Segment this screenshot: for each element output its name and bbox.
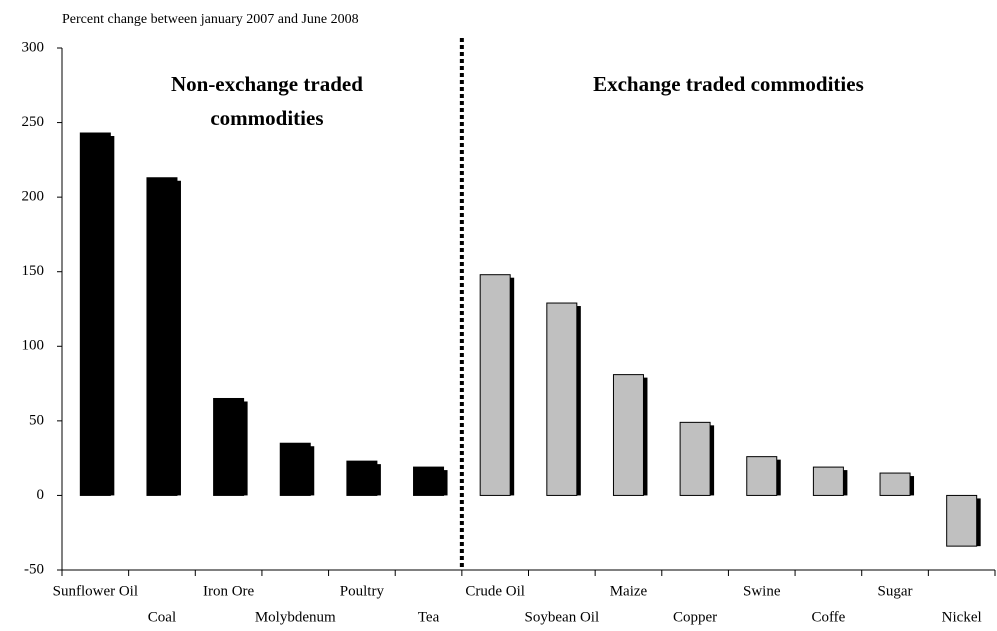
bar [146,177,178,496]
x-tick-label: Nickel [942,609,982,625]
bar [812,466,844,496]
bar [346,460,378,496]
bar [279,442,311,496]
x-tick-label: Coffe [811,609,845,625]
x-tick-label: Coal [148,609,176,625]
x-tick-label: Tea [418,609,440,625]
y-tick-label: 300 [22,39,45,55]
bar [679,421,711,496]
section-label: Exchange traded commodities [593,72,864,96]
x-tick-label: Swine [743,583,781,599]
x-tick-label: Crude Oil [465,583,525,599]
x-tick-label: Sugar [878,583,913,599]
bar [413,466,445,496]
y-tick-label: 250 [22,114,45,130]
y-tick-label: 150 [22,263,45,279]
bar [479,274,511,496]
x-tick-label: Sunflower Oil [53,583,138,599]
bar [612,374,644,496]
chart-subtitle: Percent change between january 2007 and … [62,12,359,27]
x-tick-label: Molybdenum [255,609,336,625]
y-tick-label: -50 [24,561,44,577]
section-label: Non-exchange traded [171,72,363,96]
x-tick-label: Iron Ore [203,583,255,599]
x-tick-label: Soybean Oil [525,609,600,625]
x-tick-label: Maize [610,583,648,599]
y-tick-label: 200 [22,189,45,205]
y-tick-label: 50 [29,412,44,428]
y-tick-label: 100 [22,338,45,354]
x-tick-label: Poultry [340,583,385,599]
y-tick-label: 0 [37,487,45,503]
x-tick-label: Copper [673,609,717,625]
bar [546,302,578,496]
bar [746,456,778,496]
bar [879,472,911,496]
bar [946,494,978,547]
bar [213,397,245,496]
bar [79,132,111,496]
section-label: commodities [210,106,323,130]
